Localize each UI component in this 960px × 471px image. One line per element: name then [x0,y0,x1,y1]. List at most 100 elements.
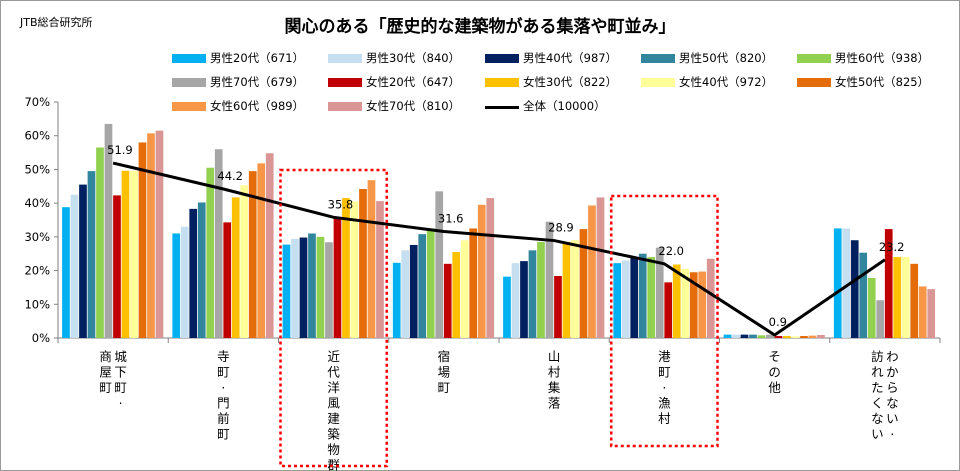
bar [452,252,461,338]
total-line [112,161,886,337]
legend-swatch [797,54,831,63]
bar [308,233,316,338]
bar [231,197,240,338]
bar [79,184,87,338]
bar [316,236,325,338]
bar [257,163,266,338]
bar [503,276,511,338]
bar [248,171,257,338]
bar [842,228,851,338]
category-label: 訪れたくない [871,349,884,442]
bar [766,334,774,338]
total-data-label: 28.9 [548,221,574,235]
bar [70,194,79,338]
legend-label: 女性30代（822） [523,75,618,89]
legend-swatch [797,78,831,87]
bar [409,244,418,338]
bar [240,185,249,338]
legend-label: 男性30代（840） [366,51,461,65]
legend-label: 男性60代（938） [835,51,930,65]
legend-swatch [485,106,519,109]
y-tick-label: 50% [24,162,50,176]
category-label: その他 [768,349,781,395]
total-data-label: 23.2 [879,240,905,254]
legend-label: 女性70代（810） [366,99,461,113]
bar [884,229,893,338]
bar [706,258,715,338]
bar [808,335,817,338]
bar [418,234,427,338]
bar [223,222,232,338]
chart-title: 関心のある「歴史的な建築物がある集落や町並み」 [284,17,676,37]
y-tick-label: 10% [24,297,50,311]
category-label: 港町·漁村 [658,349,671,426]
legend-swatch [641,54,675,63]
bar [350,201,359,338]
bar [927,289,936,338]
bar [130,170,138,338]
legend-label: 男性20代（671） [210,51,305,65]
source-label: JTB総合研究所 [20,16,93,29]
bar [876,300,885,338]
bar [596,197,605,338]
category-label: 山村集落 [548,349,561,411]
bar [571,240,579,338]
bar [537,241,545,338]
bar [206,167,215,338]
bar [774,335,783,338]
total-data-label: 35.8 [328,197,354,211]
bar [401,250,410,338]
legend-label: 女性60代（989） [210,99,305,113]
bar [214,149,223,338]
bar [333,217,342,338]
bar [689,272,698,338]
bar [435,191,444,338]
bar [342,198,350,338]
bar [850,240,859,338]
category-label: 城下町· [114,349,127,411]
legend-swatch [328,78,362,87]
bar [833,228,842,338]
legend-label: 男性50代（820） [679,51,774,65]
bar [732,334,740,338]
y-tick-label: 30% [24,230,50,244]
bar [62,207,70,338]
bar [155,130,164,338]
bar [172,233,181,338]
bar [723,334,732,338]
bar [376,201,384,338]
bar [630,258,639,338]
y-tick-label: 40% [24,196,50,210]
bar [579,229,588,338]
total-data-label: 0.9 [769,315,787,329]
bar [87,171,96,338]
highlight-box [279,168,388,468]
bar [681,268,690,338]
legend-label: 女性20代（647） [366,75,461,89]
bar [647,257,656,338]
y-tick-label: 0% [32,331,50,345]
legend-swatch [485,78,519,87]
bar [113,195,121,338]
bar [197,202,206,338]
total-data-label: 31.6 [438,211,464,225]
bar [282,244,291,338]
bar [299,237,308,338]
bar [511,263,520,338]
total-data-label: 44.2 [217,169,243,183]
bar [867,277,876,338]
bar [901,257,910,338]
bar [265,153,274,338]
y-tick-label: 70% [24,95,50,109]
legend-label: 女性40代（972） [679,75,774,89]
total-data-label: 51.9 [107,143,133,157]
bar [893,257,902,338]
bar [554,275,562,338]
bar [138,142,147,338]
bar [562,241,571,338]
bar [291,238,299,338]
bar [613,263,622,338]
legend-swatch [328,54,362,63]
category-label: 商屋町 [99,349,112,395]
